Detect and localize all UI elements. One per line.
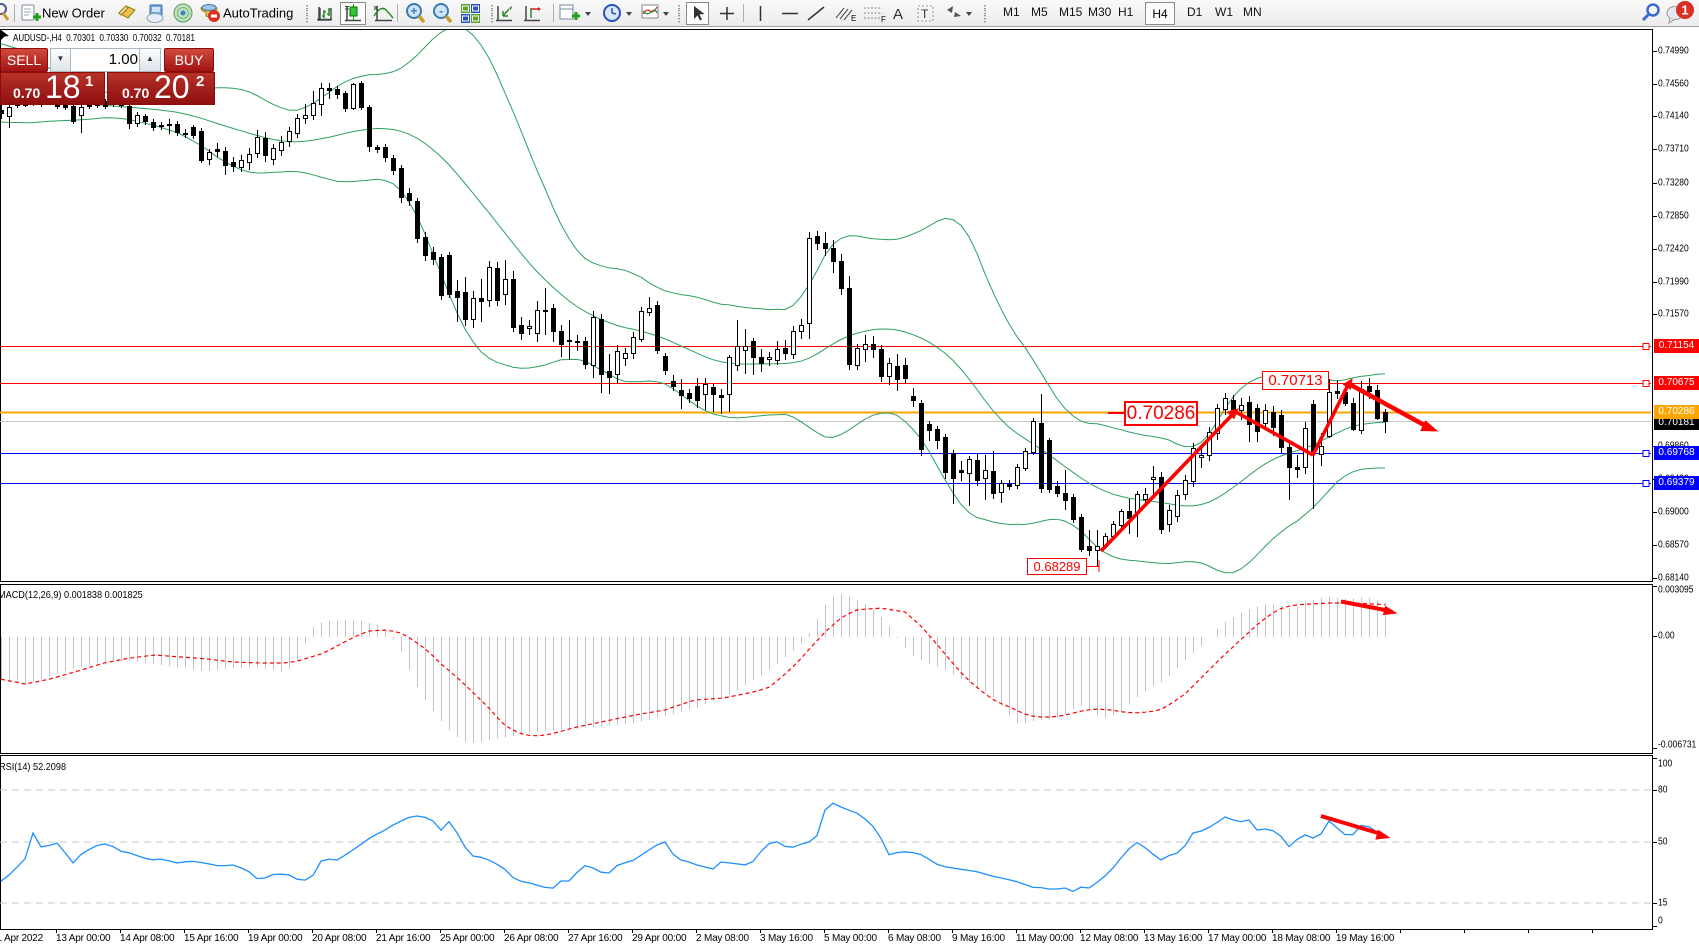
svg-text:-: - [439, 4, 443, 18]
svg-text:AutoTrading: AutoTrading [223, 6, 293, 21]
svg-text:New Order: New Order [42, 6, 106, 21]
svg-text:E: E [851, 14, 856, 23]
svg-text:F: F [881, 15, 886, 24]
svg-text:T: T [921, 7, 929, 21]
svg-text:+: + [410, 4, 417, 18]
svg-text:A: A [893, 6, 903, 23]
svg-text:1: 1 [1681, 3, 1688, 18]
